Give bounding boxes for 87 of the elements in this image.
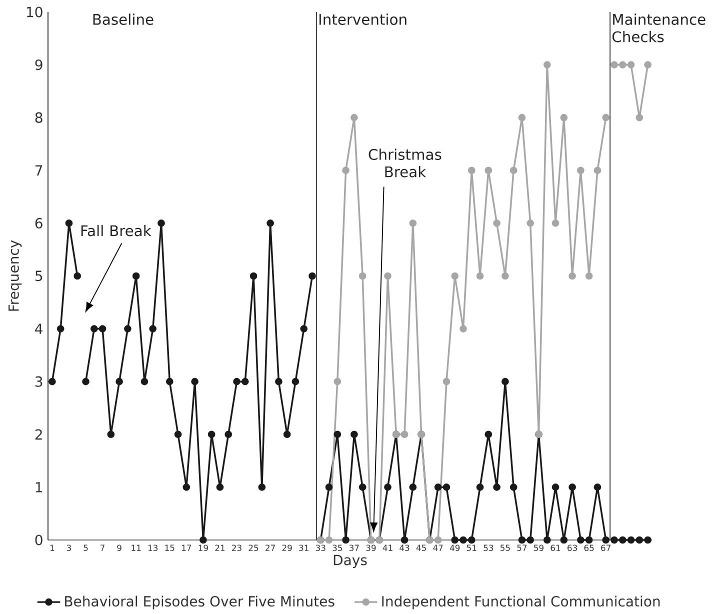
x-tick-label: 43 — [400, 544, 410, 552]
x-tick-label: 39 — [366, 544, 376, 552]
x-tick-label: 25 — [248, 544, 258, 552]
x-tick-label: 49 — [450, 544, 460, 552]
annotation: Christmas Break — [368, 148, 442, 178]
x-tick-label: 45 — [416, 544, 426, 552]
y-axis-title: Frequency — [8, 240, 22, 311]
x-tick-label: 27 — [266, 544, 275, 552]
point — [610, 61, 618, 69]
y-tick-label: 0 — [35, 534, 42, 546]
point — [334, 378, 342, 386]
x-tick-label: 61 — [550, 544, 560, 552]
x-tick-label: 15 — [165, 544, 174, 552]
x-tick-label: 47 — [433, 544, 443, 551]
x-tick-label: 11 — [132, 544, 141, 551]
x-tick-label: 65 — [584, 544, 594, 552]
y-tick-label: 3 — [35, 376, 42, 388]
point — [468, 166, 476, 174]
y-tick-label: 4 — [35, 324, 42, 334]
point — [434, 536, 442, 544]
x-tick-label: 1 — [50, 544, 54, 551]
point — [476, 272, 484, 280]
x-tick-label: 57 — [517, 544, 527, 552]
point — [460, 325, 467, 333]
point — [636, 114, 644, 122]
point — [518, 114, 526, 122]
annotation: Baseline — [93, 14, 154, 26]
x-tick-label: 9 — [117, 544, 122, 552]
point — [400, 430, 408, 438]
x-tick-label: 7 — [100, 544, 104, 551]
x-axis-title: Days — [334, 555, 367, 568]
y-tick-label: 2 — [35, 429, 42, 440]
y-tick-label: 10 — [27, 6, 42, 18]
x-tick-label: 19 — [198, 544, 208, 552]
point — [627, 61, 635, 69]
point — [552, 220, 560, 228]
point — [585, 272, 593, 280]
x-tick-label: 53 — [484, 544, 494, 552]
point — [493, 220, 500, 228]
x-tick-label: 33 — [316, 544, 326, 552]
x-tick-label: 29 — [282, 544, 292, 552]
point — [342, 166, 350, 174]
point — [618, 61, 626, 69]
x-tick-label: 23 — [232, 544, 242, 552]
ref-line-label: Intervention — [319, 14, 406, 26]
point — [594, 166, 602, 174]
point — [502, 272, 509, 280]
point — [358, 272, 366, 280]
point — [543, 61, 551, 69]
x-tick-label: 35 — [332, 544, 342, 552]
x-tick-label: 21 — [215, 544, 225, 552]
y-tick-label: 6 — [35, 218, 42, 229]
point — [560, 114, 568, 122]
point — [644, 61, 652, 69]
point — [577, 166, 584, 174]
point — [409, 220, 417, 228]
y-tick-label: 9 — [35, 60, 42, 70]
y-tick-label: 1 — [36, 482, 42, 492]
y-tick-label: 7 — [36, 165, 42, 176]
point — [451, 272, 459, 280]
x-tick-label: 37 — [350, 544, 359, 552]
point — [350, 114, 358, 122]
x-tick-label: 17 — [182, 544, 192, 551]
point — [325, 536, 333, 544]
legend-label: Behavioral Episodes Over Five Minutes — [65, 596, 334, 610]
x-tick-label: 31 — [299, 544, 308, 552]
y-tick-label: 5 — [35, 270, 42, 282]
x-tick-label: 59 — [534, 544, 544, 552]
point — [384, 272, 392, 280]
point — [484, 166, 492, 174]
y-tick-label: 8 — [35, 112, 42, 124]
x-tick-label: 41 — [382, 544, 392, 551]
x-tick-label: 63 — [568, 544, 577, 552]
x-tick-label: 67 — [601, 544, 610, 552]
x-tick-label: 5 — [84, 544, 88, 552]
point — [526, 220, 534, 228]
point — [602, 114, 610, 122]
point — [510, 166, 518, 174]
point — [568, 272, 576, 280]
x-tick-label: 51 — [466, 544, 476, 552]
point — [442, 378, 450, 386]
ref-line-label: Maintenance Checks — [612, 14, 706, 42]
x-tick-label: 3 — [66, 544, 71, 552]
x-tick-label: 55 — [500, 544, 510, 552]
legend-label: Independent Functional Communication — [382, 596, 660, 610]
annotation: Fall Break — [81, 225, 152, 236]
x-tick-label: 13 — [148, 544, 158, 552]
